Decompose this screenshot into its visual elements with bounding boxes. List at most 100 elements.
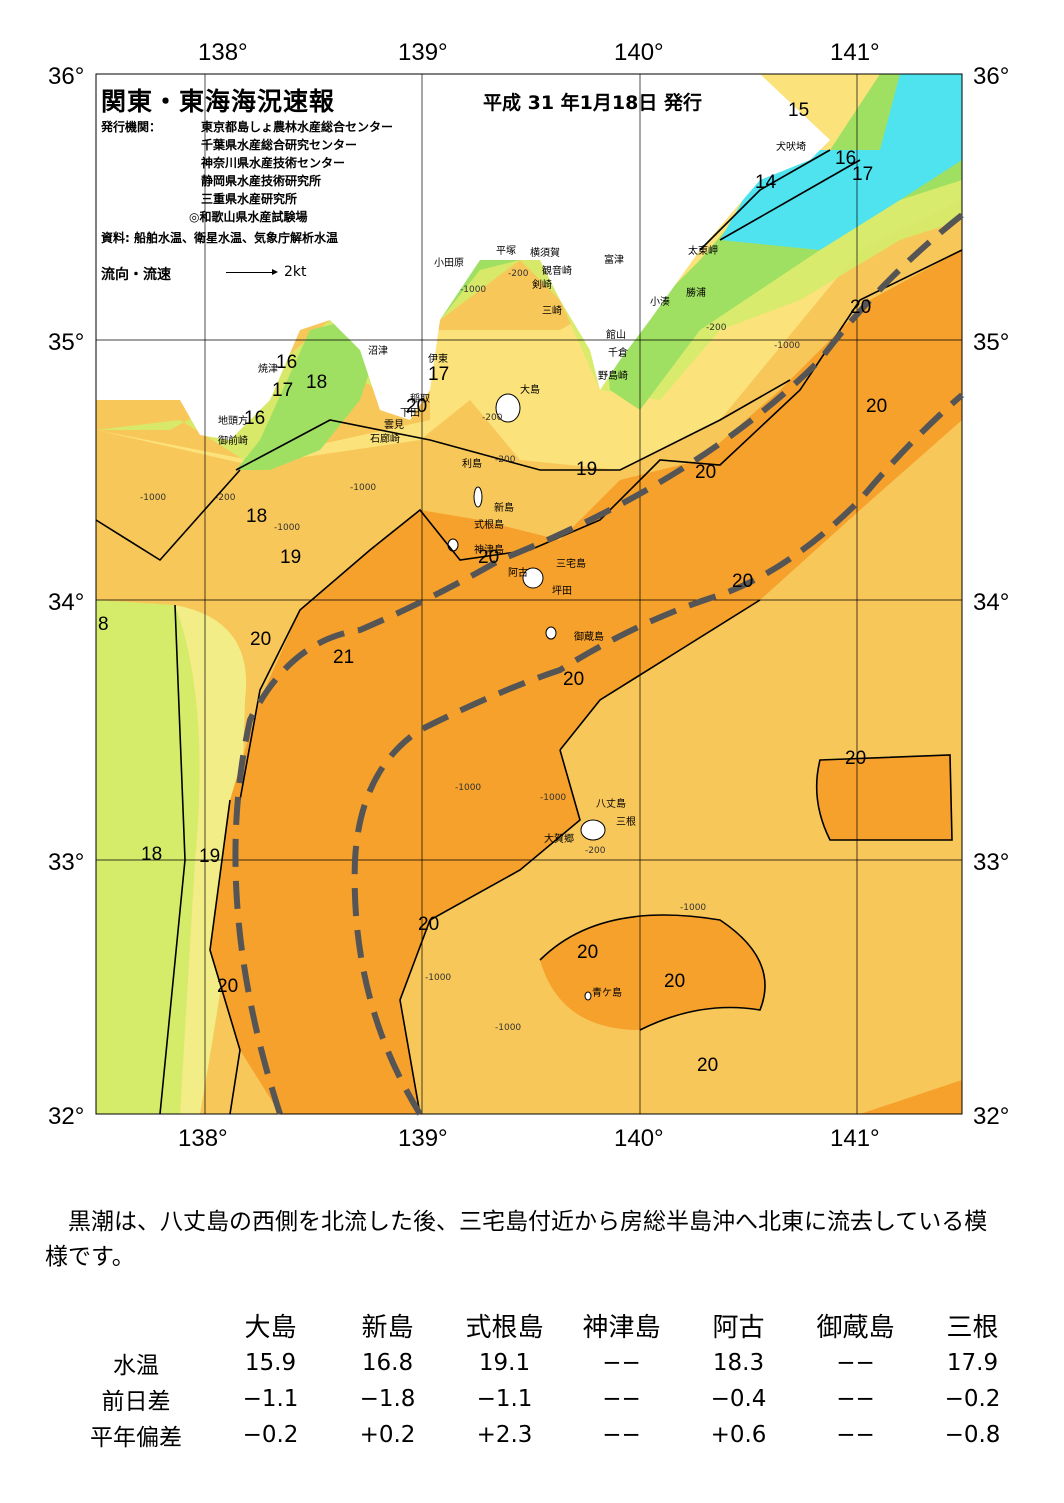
depth-label: -200: [215, 493, 236, 503]
place-label: 焼津: [258, 363, 278, 375]
depth-label: -1000: [140, 493, 166, 503]
publisher-item: 神奈川県水産技術センター: [201, 156, 346, 170]
table-cell: −0.2: [242, 1422, 299, 1448]
table-row: 水温 15.9 16.8 19.1 −− 18.3 −− 17.9: [60, 1345, 1031, 1381]
lon-label: 140°: [614, 1125, 664, 1152]
isotherm-label: 19: [280, 547, 301, 568]
place-label: 千倉: [608, 346, 628, 359]
place-label: 三根: [616, 815, 636, 828]
isotherm-label: 17: [272, 380, 293, 401]
place-label: 館山: [606, 328, 626, 341]
isotherm-label: 20: [217, 976, 238, 997]
place-label: 神津島: [474, 543, 504, 556]
isotherm-label: 14: [755, 172, 777, 193]
publisher-item: 東京都島しょ農林水産総合センター: [201, 120, 394, 134]
mid-water-west: [175, 605, 247, 1114]
isotherm-label: 15: [788, 100, 809, 121]
place-label: 勝浦: [686, 286, 706, 299]
lat-lon-grid: [96, 74, 962, 1114]
table-cell: −−: [836, 1386, 875, 1412]
table-row: 前日差 −1.1 −1.8 −1.1 −− −0.4 −− −0.2: [60, 1381, 1031, 1417]
lat-label: 32°: [48, 1103, 84, 1130]
lat-label: 34°: [48, 589, 84, 616]
place-names: 犬吠埼 太東岬 勝浦 小湊 館山 千倉 野島崎 富津 観音崎 剣崎 三崎 横須賀…: [218, 140, 806, 999]
place-label: 観音崎: [542, 264, 572, 277]
lat-labels-left: 36° 35° 34° 33° 32°: [48, 63, 84, 1130]
place-label: 御前崎: [218, 434, 248, 447]
place-label: 小湊: [650, 295, 670, 308]
place-label: 太東岬: [688, 244, 718, 257]
lon-label: 139°: [398, 39, 448, 66]
page-title: 関東・東海海況速報: [101, 87, 336, 116]
kuroshio-axis: [232, 212, 964, 1116]
green-suruga: [236, 320, 380, 470]
map-frame: [95, 73, 963, 1115]
lon-label: 141°: [830, 39, 880, 66]
kuroshio-warm-core: [210, 250, 962, 1114]
depth-label: -200: [482, 413, 503, 423]
column-header: 御蔵島: [816, 1312, 895, 1343]
lat-label: 35°: [48, 329, 84, 356]
cool-water-west: [96, 600, 200, 1114]
depth-label: -200: [495, 455, 516, 465]
lon-label: 140°: [614, 39, 664, 66]
place-label: 三宅島: [556, 557, 586, 570]
warm-eddy-aogashima: [540, 915, 765, 1030]
lon-label: 138°: [198, 39, 248, 66]
publisher-item: 千葉県水産総合研究センター: [201, 138, 358, 152]
island-oshima: [495, 393, 521, 423]
table-header-row: 大島 新島 式根島 神津島 阿古 御蔵島 三根: [60, 1305, 1031, 1345]
warm-eddy-east: [816, 755, 952, 840]
table-cell: −1.1: [476, 1386, 533, 1412]
arrow-icon: [226, 269, 278, 275]
lon-labels-bottom: 138° 139° 140° 141°: [178, 1125, 880, 1152]
depth-label: -200: [585, 846, 606, 856]
table-cell: −1.1: [242, 1386, 299, 1412]
lon-label: 138°: [178, 1125, 228, 1152]
isotherm-label: 16: [835, 148, 856, 169]
isotherm-label: 20: [697, 1055, 718, 1076]
isotherm-label: 19: [199, 846, 220, 867]
table-cell: −−: [602, 1386, 641, 1412]
lat-label: 36°: [48, 63, 84, 90]
isotherm-label: 20: [850, 297, 871, 318]
place-label: 大賀郷: [544, 832, 574, 845]
depth-label: -200: [508, 269, 529, 279]
table-cell: 16.8: [361, 1350, 414, 1376]
table-cell: −−: [602, 1350, 641, 1376]
lat-label: 35°: [973, 329, 1009, 356]
depth-label: -1000: [495, 1023, 521, 1033]
land-honshu: [96, 74, 830, 440]
table-cell: −−: [602, 1422, 641, 1448]
table-cell: −−: [836, 1350, 875, 1376]
isotherm-label: 20: [478, 547, 499, 568]
isotherm-label: 20: [695, 462, 716, 483]
issue-date: 平成 31 年1月18日 発行: [483, 92, 702, 114]
column-header: 三根: [946, 1312, 999, 1343]
place-label: 大島: [520, 383, 540, 396]
publisher-item: ◎和歌山県水産試験場: [189, 210, 308, 224]
isotherm-label: 20: [866, 396, 887, 417]
lat-label: 32°: [973, 1103, 1009, 1130]
column-header: 大島: [244, 1312, 297, 1343]
table-cell: +2.3: [476, 1422, 533, 1448]
depth-label: -1000: [425, 973, 451, 983]
table-cell: 19.1: [478, 1350, 531, 1376]
place-label: 雲見: [384, 419, 404, 431]
island-kozushima: [447, 538, 459, 552]
isotherm-label: 20: [250, 629, 271, 650]
place-label: 平塚: [496, 245, 516, 257]
publisher-block: 発行機関： 東京都島しょ農林水産総合センター 千葉県水産総合研究センター 神奈川…: [101, 118, 393, 224]
depth-label: -1000: [680, 903, 706, 913]
table-cell: 18.3: [712, 1350, 765, 1376]
table-cell: +0.2: [359, 1422, 416, 1448]
isotherm-label: 16: [244, 408, 265, 429]
data-sources: 資料: 船舶水温、衛星水温、気象庁解析水温: [101, 231, 338, 245]
isotherm-label: 17: [428, 364, 449, 385]
isotherm-label: 20: [732, 571, 753, 592]
isotherm-label: 18: [141, 844, 162, 865]
lon-label: 139°: [398, 1125, 448, 1152]
depth-label: -1000: [460, 285, 486, 295]
lat-labels-right: 36° 35° 34° 33° 32°: [973, 63, 1009, 1130]
depth-label: -1000: [274, 523, 300, 533]
